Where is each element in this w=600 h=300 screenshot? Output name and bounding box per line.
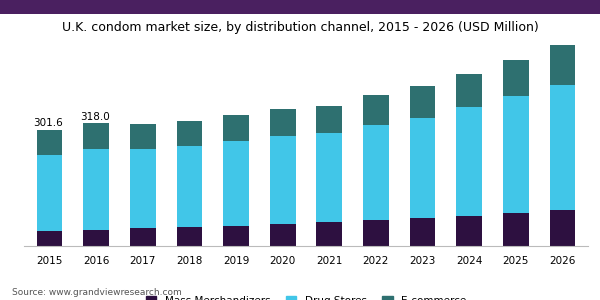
Text: U.K. condom market size, by distribution channel, 2015 - 2026 (USD Million): U.K. condom market size, by distribution… [62, 21, 538, 34]
Bar [316, 222, 342, 246]
Bar [457, 74, 482, 107]
Bar [363, 124, 389, 220]
Bar [176, 121, 202, 146]
Bar [83, 123, 109, 149]
Bar [176, 227, 202, 246]
Bar [270, 136, 296, 224]
Text: 318.0: 318.0 [80, 112, 110, 122]
Bar [223, 115, 249, 142]
Bar [457, 215, 482, 246]
Bar [176, 146, 202, 227]
Legend: Mass Merchandizers, Drug Stores, E-commerce: Mass Merchandizers, Drug Stores, E-comme… [142, 292, 470, 300]
Bar [410, 86, 436, 118]
Bar [503, 61, 529, 96]
Bar [83, 230, 109, 246]
Bar [37, 130, 62, 155]
Bar [457, 107, 482, 215]
Bar [37, 155, 62, 231]
Bar [316, 106, 342, 134]
Bar [550, 45, 575, 85]
Text: 301.6: 301.6 [34, 118, 63, 128]
Bar [503, 213, 529, 246]
Bar [223, 142, 249, 226]
Bar [37, 231, 62, 246]
Bar [270, 109, 296, 136]
Bar [270, 224, 296, 246]
Bar [316, 134, 342, 222]
Bar [363, 95, 389, 124]
Bar [130, 228, 155, 246]
Bar [550, 210, 575, 246]
Bar [550, 85, 575, 210]
Bar [223, 226, 249, 246]
Bar [363, 220, 389, 246]
Bar [503, 96, 529, 213]
Bar [410, 218, 436, 246]
Bar [130, 124, 155, 149]
Bar [410, 118, 436, 218]
Text: Source: www.grandviewresearch.com: Source: www.grandviewresearch.com [12, 288, 182, 297]
Bar [83, 149, 109, 230]
Bar [130, 149, 155, 228]
